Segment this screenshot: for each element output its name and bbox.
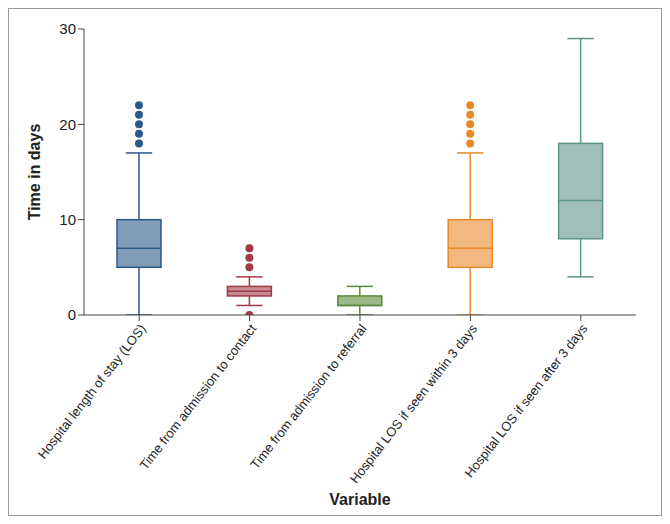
svg-text:Hospital length of stay (LOS): Hospital length of stay (LOS) [35,321,149,461]
svg-text:Hospital LOS if seen after 3 d: Hospital LOS if seen after 3 days [462,321,591,480]
svg-text:Hospital LOS if seen within 3: Hospital LOS if seen within 3 days [347,321,481,486]
svg-text:Time in days: Time in days [26,124,43,221]
svg-text:Time from admission to contact: Time from admission to contact [137,321,260,472]
svg-text:20: 20 [59,116,76,133]
svg-text:10: 10 [59,211,76,228]
svg-text:Variable: Variable [329,491,390,508]
svg-text:30: 30 [59,20,76,37]
svg-text:0: 0 [68,306,76,323]
svg-text:Time from admission to referra: Time from admission to referral [247,321,369,472]
